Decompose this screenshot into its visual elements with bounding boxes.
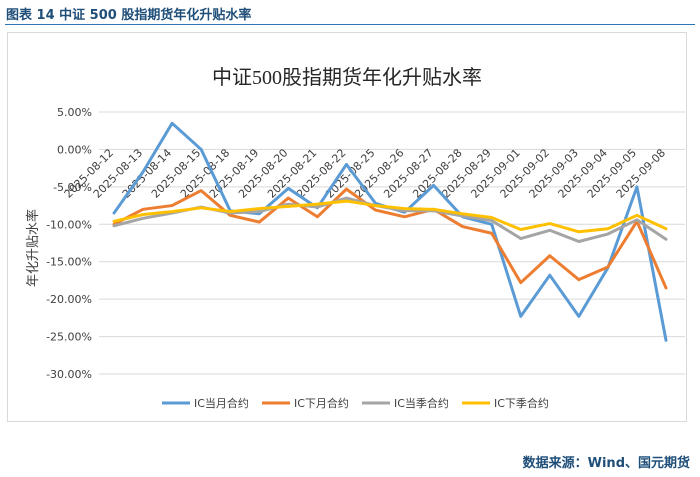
legend-label: IC当季合约 — [394, 396, 449, 410]
series-line-3 — [112, 196, 668, 244]
series-lines — [112, 121, 668, 342]
y-tick-label: -20.00% — [46, 293, 92, 306]
title-divider — [5, 24, 695, 25]
y-tick-label: -25.00% — [46, 331, 92, 344]
chart-frame — [7, 32, 687, 422]
y-tick-label: 5.00% — [57, 106, 92, 119]
legend-label: IC下月合约 — [294, 396, 349, 410]
y-tick-label: -15.00% — [46, 256, 92, 269]
figure-title: 图表 14 中证 500 股指期货年化升贴水率 — [6, 8, 252, 23]
gridlines — [99, 111, 685, 375]
y-tick-label: -10.00% — [46, 218, 92, 231]
y-tick-label: -30.00% — [46, 368, 92, 381]
chart-title: 中证500股指期货年化升贴水率 — [212, 66, 482, 89]
legend-label: IC当月合约 — [194, 396, 249, 410]
y-axis-ticks: 5.00% 0.00% -5.00% -10.00% -15.00% -20.00% -25… — [46, 106, 92, 381]
y-axis-label: 年化升贴水率 — [25, 209, 41, 287]
series-line-2 — [112, 187, 668, 290]
data-source: 数据来源：Wind、国元期货 — [522, 456, 690, 471]
y-tick-label: 0.00% — [57, 143, 92, 156]
legend-label: IC下季合约 — [494, 396, 549, 410]
series-line-4 — [112, 199, 668, 234]
legend: IC当月合约 IC下月合约 IC当季合约 IC下季合约 — [162, 396, 549, 410]
y-tick-label: -5.00% — [53, 181, 92, 194]
